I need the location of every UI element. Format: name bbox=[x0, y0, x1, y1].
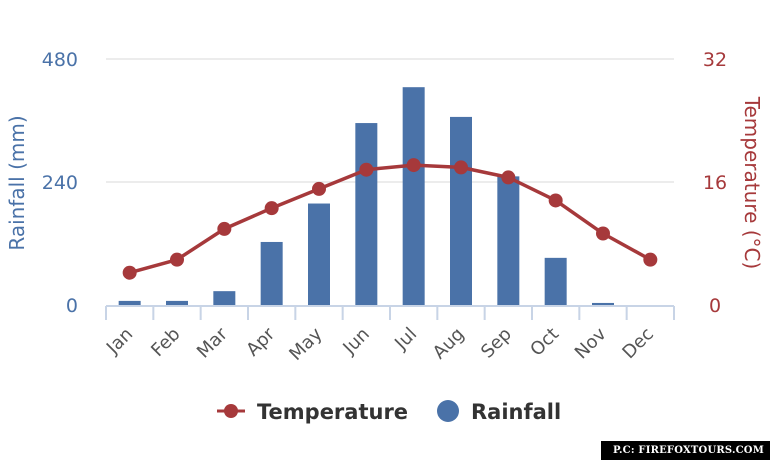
x-tick-label-sep: Sep bbox=[477, 324, 516, 363]
temperature-point-jan[interactable] bbox=[122, 265, 137, 280]
rainfall-bar-oct[interactable] bbox=[544, 257, 567, 305]
rainfall-bar-sep[interactable] bbox=[497, 176, 520, 305]
legend-temperature-label: Temperature bbox=[257, 400, 408, 424]
temperature-point-dec[interactable] bbox=[643, 252, 658, 267]
temperature-point-oct[interactable] bbox=[548, 193, 563, 208]
x-tick-label-nov: Nov bbox=[571, 323, 611, 363]
x-tick-label-feb: Feb bbox=[147, 324, 184, 361]
rainfall-bar-may[interactable] bbox=[308, 203, 330, 305]
y-right-tick-label: 32 bbox=[703, 49, 727, 71]
rainfall-bar-jul[interactable] bbox=[402, 87, 425, 305]
legend-rainfall-marker-icon bbox=[437, 400, 459, 422]
rainfall-bars bbox=[118, 87, 614, 305]
x-tick-label-may: May bbox=[285, 323, 326, 364]
temperature-point-jul[interactable] bbox=[406, 158, 421, 173]
x-tick-label-jun: Jun bbox=[338, 324, 373, 359]
temperature-point-jun[interactable] bbox=[359, 162, 374, 177]
legend-item-rainfall[interactable]: Rainfall bbox=[437, 400, 561, 424]
x-tick-label-aug: Aug bbox=[429, 324, 469, 364]
temperature-point-aug[interactable] bbox=[454, 160, 468, 175]
y-left-tick-label: 0 bbox=[66, 295, 78, 317]
y-right-title: Temperature (°C) bbox=[740, 96, 764, 270]
y-axis-right: 0 16 32 bbox=[703, 49, 727, 317]
rainfall-bar-mar[interactable] bbox=[213, 291, 236, 305]
temperature-point-mar[interactable] bbox=[217, 221, 232, 236]
temperature-point-apr[interactable] bbox=[264, 201, 279, 216]
y-left-tick-label: 480 bbox=[42, 49, 78, 71]
legend: Temperature Rainfall bbox=[217, 400, 561, 424]
rainfall-bar-aug[interactable] bbox=[450, 116, 472, 305]
rainfall-bar-jan[interactable] bbox=[118, 300, 141, 305]
x-tick-label-jul: Jul bbox=[390, 324, 421, 355]
y-axis-left: 0 240 480 bbox=[42, 49, 78, 317]
rainfall-bar-jun[interactable] bbox=[355, 123, 378, 305]
gridlines bbox=[106, 58, 674, 183]
y-right-tick-label: 0 bbox=[709, 295, 721, 317]
x-tick-label-jan: Jan bbox=[102, 324, 137, 359]
x-tick-label-dec: Dec bbox=[618, 324, 657, 363]
photo-credit: P.C: FIREFOXTOURS.COM bbox=[600, 441, 770, 460]
temperature-point-sep[interactable] bbox=[501, 170, 516, 185]
temperature-point-nov[interactable] bbox=[596, 226, 610, 241]
y-left-tick-label: 240 bbox=[42, 172, 78, 194]
y-right-tick-label: 16 bbox=[703, 172, 727, 194]
legend-temperature-marker-icon bbox=[224, 404, 238, 418]
rainfall-bar-feb[interactable] bbox=[166, 300, 188, 305]
temperature-line-group bbox=[122, 158, 658, 280]
temperature-point-may[interactable] bbox=[312, 181, 326, 196]
x-tick-label-mar: Mar bbox=[193, 323, 232, 362]
x-axis: Jan Feb Mar Apr May Jun Jul Aug Sep Oct Nov Dec bbox=[102, 305, 675, 365]
y-left-title: Rainfall (mm) bbox=[5, 115, 29, 250]
legend-rainfall-label: Rainfall bbox=[471, 400, 561, 424]
x-tick-label-apr: Apr bbox=[242, 323, 279, 360]
temperature-point-feb[interactable] bbox=[170, 252, 184, 267]
temperature-line bbox=[129, 163, 652, 275]
rainfall-bar-nov[interactable] bbox=[592, 302, 614, 305]
legend-item-temperature[interactable]: Temperature bbox=[217, 400, 408, 424]
x-tick-label-oct: Oct bbox=[526, 324, 563, 361]
rainfall-bar-apr[interactable] bbox=[260, 241, 283, 305]
